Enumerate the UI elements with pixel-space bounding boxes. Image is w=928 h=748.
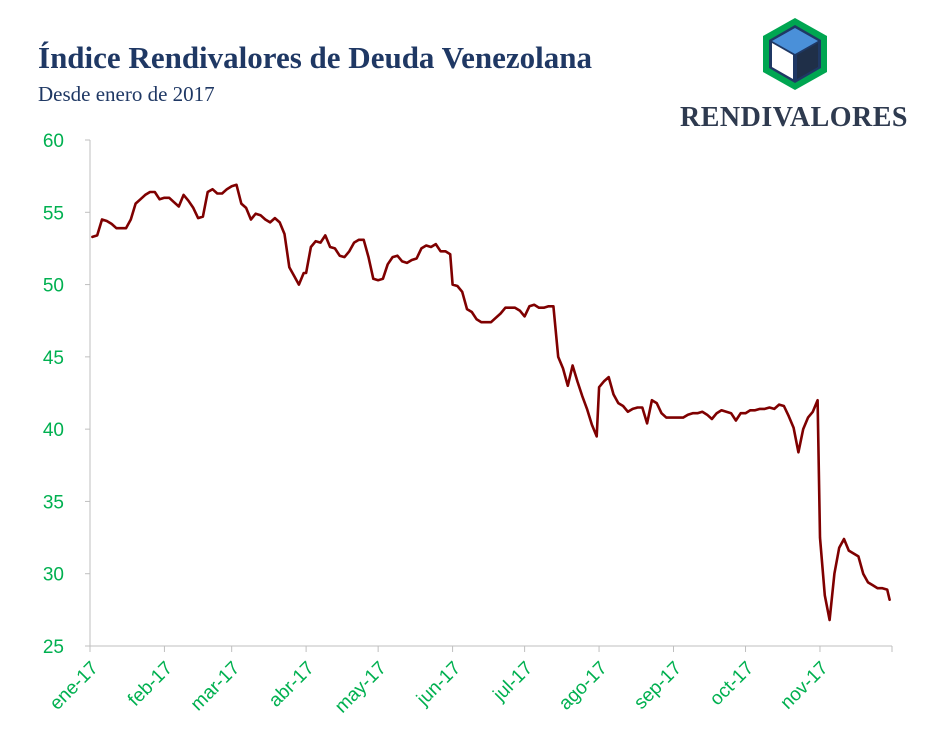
y-tick-label: 35 xyxy=(43,492,64,513)
x-tick-label: abr-17 xyxy=(265,658,319,712)
y-tick-label: 55 xyxy=(43,203,64,224)
y-tick-label: 50 xyxy=(43,276,64,297)
x-axis: ene-17 feb-17 mar-17 abr-17 may-17 jun-17 jul-… xyxy=(46,645,893,718)
brand-logo: RENDIVALORES xyxy=(680,14,920,133)
series-line xyxy=(91,183,891,622)
chart-title: Índice Rendivalores de Deuda Venezolana xyxy=(38,40,593,75)
cube-hexagon-icon xyxy=(763,18,827,90)
x-tick-label: feb-17 xyxy=(124,658,177,711)
x-tick-label: nov-17 xyxy=(777,658,833,714)
y-tick-label: 30 xyxy=(43,565,64,586)
x-tick-label: jul-17 xyxy=(489,658,537,706)
y-tick-label: 40 xyxy=(43,420,64,441)
y-tick-label: 45 xyxy=(43,348,64,369)
y-axis: 25 30 35 40 45 50 55 60 xyxy=(43,131,91,658)
series-area xyxy=(91,183,891,622)
x-tick-label: oct-17 xyxy=(706,658,758,710)
y-tick-label: 25 xyxy=(43,637,64,658)
brand-name: RENDIVALORES xyxy=(680,102,908,133)
x-tick-label: jun-17 xyxy=(412,658,465,711)
y-tick-label: 60 xyxy=(43,131,64,152)
x-tick-label: mar-17 xyxy=(187,658,244,715)
x-tick-label: may-17 xyxy=(331,658,391,718)
chart-subtitle: Desde enero de 2017 xyxy=(38,82,215,106)
x-tick-label: ene-17 xyxy=(46,658,103,715)
x-tick-label: ago-17 xyxy=(555,658,612,715)
x-tick-label: sep-17 xyxy=(630,658,686,714)
